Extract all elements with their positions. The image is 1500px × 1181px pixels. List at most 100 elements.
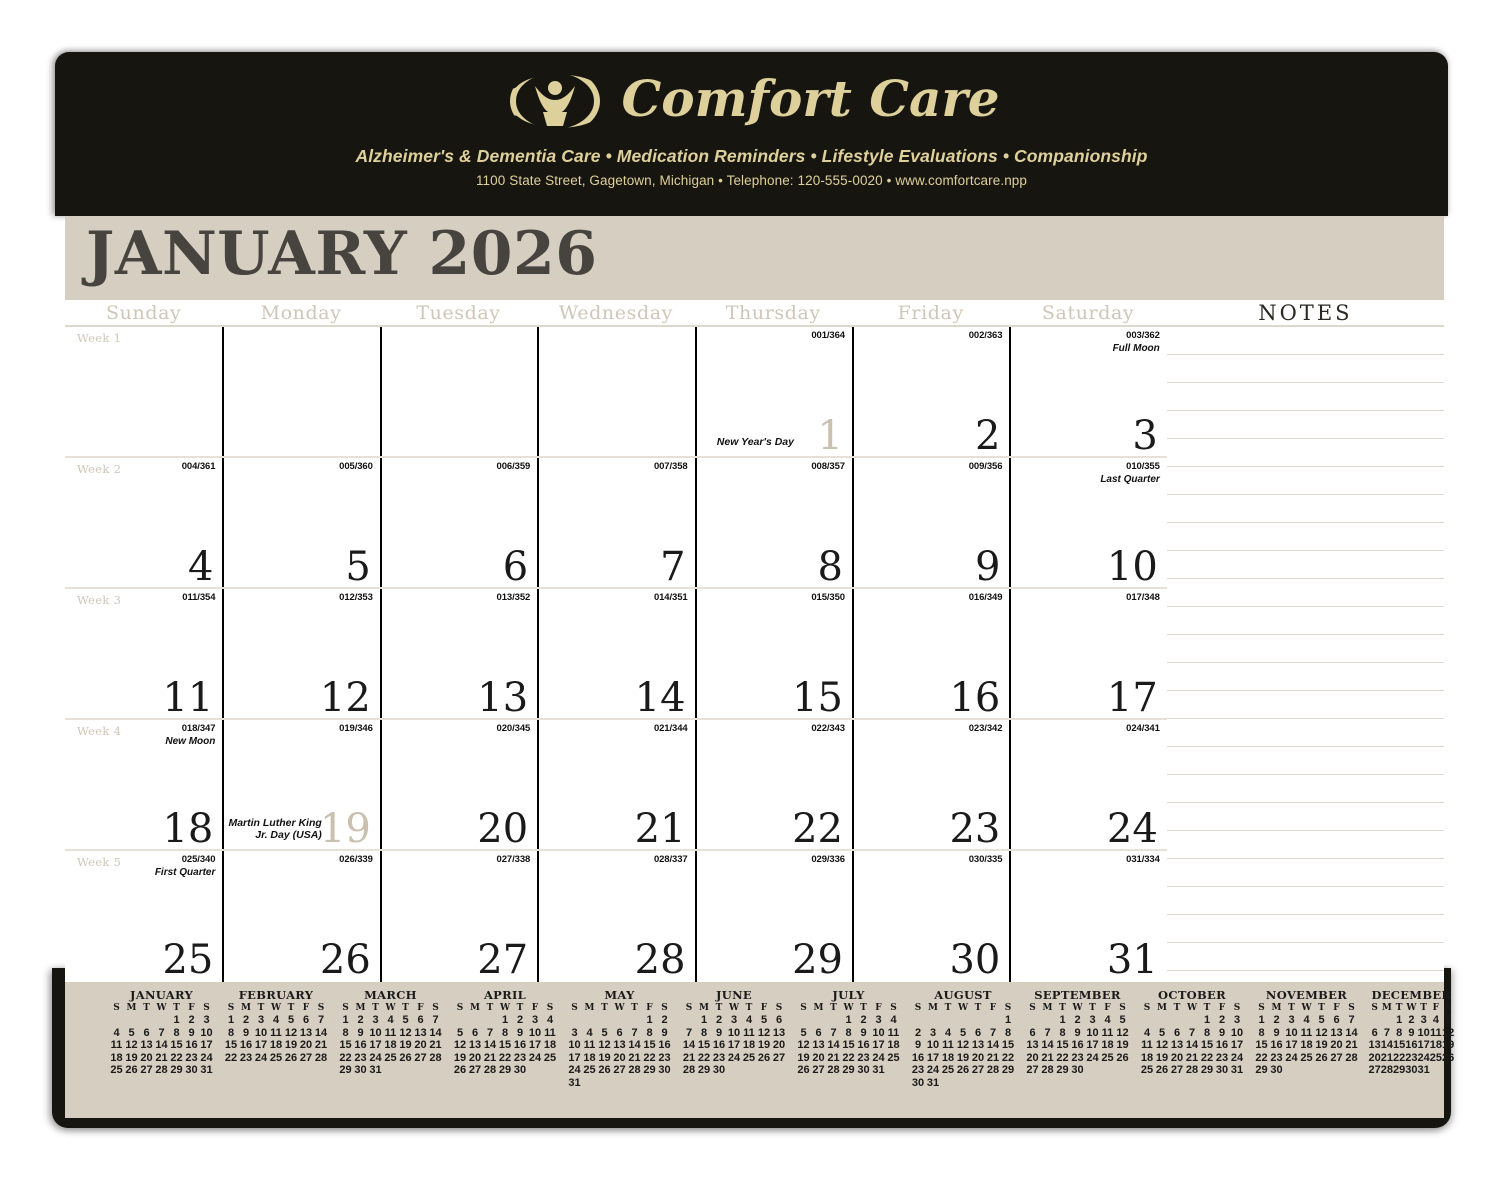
mini-calendar-day: 26: [1315, 1051, 1328, 1064]
day-cell[interactable]: 011/354 11: [65, 589, 222, 720]
tagline-item-0: Alzheimer's & Dementia Care: [355, 146, 601, 166]
day-of-year-label: 011/354: [182, 592, 216, 603]
mini-calendar-dow: T: [715, 1003, 723, 1013]
mini-calendar-day: 11: [1300, 1026, 1313, 1039]
mini-calendar-day: 1: [1258, 1014, 1265, 1026]
mini-calendar-month-name: APRIL: [483, 988, 527, 1002]
mini-calendar-day: 30: [712, 1064, 726, 1076]
mini-calendar-day: [124, 1014, 139, 1027]
mini-calendar-february: FEBRUARY S M T W T F S 1 2 3 4 5 6 7 8 9 10 11 12 13 14 15 16 17…: [224, 988, 329, 1064]
mini-calendar-day: 6: [1371, 1026, 1378, 1039]
day-cell[interactable]: 021/344 21: [537, 720, 694, 851]
day-number: 27: [477, 937, 529, 983]
mini-calendar-day: 13: [1330, 1026, 1343, 1039]
day-cell[interactable]: 024/341 24: [1009, 720, 1166, 851]
day-cell[interactable]: 005/360 5: [222, 458, 379, 589]
day-of-year-label: 023/342: [968, 723, 1003, 734]
mini-calendar-day: 8: [845, 1026, 852, 1039]
mini-calendar-dow: T: [1395, 1003, 1403, 1013]
mini-calendar-day: 15: [697, 1039, 711, 1051]
day-cell[interactable]: 006/359 6: [380, 458, 537, 589]
day-number: 2: [974, 413, 1001, 459]
mini-calendar-day: 10: [568, 1039, 581, 1051]
day-cell[interactable]: 030/335 30: [852, 851, 1009, 982]
mini-calendar-day: [642, 1077, 657, 1090]
day-cell[interactable]: 022/343 22: [695, 720, 852, 851]
week-row: Week 3 011/354 11 012/353 12 013/352 13 014/351…: [65, 589, 1167, 720]
mini-calendar-day: 7: [1383, 1026, 1390, 1039]
mini-calendar-dow: M: [813, 1003, 824, 1013]
day-cell[interactable]: 014/351 14: [537, 589, 694, 720]
day-of-year-label: 015/350: [811, 592, 845, 603]
day-cell[interactable]: 027/338 27: [380, 851, 537, 982]
mini-calendar-day: 16: [658, 1039, 671, 1051]
brand-website[interactable]: www.comfortcare.npp: [895, 173, 1028, 188]
day-number: 20: [477, 806, 529, 852]
mini-calendar-day: 1: [342, 1014, 349, 1026]
mini-calendar-day: 5: [1445, 1014, 1452, 1026]
day-cell[interactable]: 025/340 First Quarter 25: [65, 851, 222, 982]
day-cell[interactable]: 019/346 Martin Luther King Jr. Day (USA) 1…: [222, 720, 379, 851]
mini-calendar-day: 9: [715, 1026, 723, 1039]
day-of-year-label: 016/349: [968, 592, 1003, 603]
day-cell[interactable]: 016/349 16: [852, 589, 1009, 720]
day-cell[interactable]: 017/348 17: [1009, 589, 1166, 720]
mini-calendar-day: 28: [827, 1064, 840, 1076]
mini-calendar-dow: T: [257, 1003, 265, 1013]
day-cell[interactable]: 028/337 28: [537, 851, 694, 982]
mini-calendar-day: 6: [1029, 1026, 1036, 1039]
day-cell[interactable]: 004/361 4: [65, 458, 222, 589]
notes-panel[interactable]: [1167, 327, 1444, 982]
mini-calendar-day: 4: [745, 1014, 753, 1026]
mini-calendar-dow: S: [203, 1003, 210, 1013]
day-cell[interactable]: 008/357 8: [695, 458, 852, 589]
mini-calendar-day: 28: [429, 1051, 442, 1064]
mini-calendar-day: 30: [1405, 1064, 1418, 1076]
mini-calendar-day: [956, 1077, 971, 1090]
mini-calendar-day: 9: [860, 1026, 867, 1039]
mini-calendar-day: 26: [598, 1064, 611, 1076]
calendar-board: Sunday Monday Tuesday Wednesday Thursday Frid…: [65, 300, 1444, 982]
day-cell[interactable]: 001/364 New Year's Day 1: [695, 327, 852, 458]
mini-calendar-dow: M: [241, 1003, 251, 1013]
mini-calendar-day: 17: [1285, 1039, 1298, 1051]
mini-calendar-day: 12: [956, 1039, 970, 1051]
day-cell[interactable]: 009/356 9: [852, 458, 1009, 589]
mini-calendar-day: 3: [730, 1014, 738, 1026]
day-cell[interactable]: 002/363 2: [852, 327, 1009, 458]
day-cell[interactable]: 003/362 Full Moon 3: [1009, 327, 1166, 458]
mini-calendar-day: 9: [357, 1026, 364, 1039]
mini-calendar-dow: S: [890, 1003, 897, 1013]
day-cell[interactable]: 010/355 Last Quarter 10: [1009, 458, 1166, 589]
day-cell[interactable]: 023/342 23: [852, 720, 1009, 851]
day-cell[interactable]: 031/334 31: [1009, 851, 1166, 982]
year-mini-calendar-strip: JANUARY S M T W T F S 1 2 3 4 5 6 7 8 9 10 11 12 13 14 15 16 17 1…: [65, 982, 1454, 1118]
day-number: 3: [1132, 413, 1158, 459]
mini-calendar-day: [582, 1077, 597, 1090]
mini-calendar-day: 27: [971, 1064, 985, 1076]
day-cell[interactable]: 018/347 New Moon 18: [65, 720, 222, 851]
day-of-year-label: 007/358: [653, 461, 688, 472]
day-cell[interactable]: 029/336 29: [695, 851, 852, 982]
day-cell[interactable]: 007/358 7: [537, 458, 694, 589]
mini-calendar-day: 28: [1185, 1064, 1199, 1076]
mini-calendar-day: 28: [314, 1051, 328, 1064]
mini-calendar-day: 2: [188, 1014, 195, 1026]
day-cell[interactable]: 013/352 13: [380, 589, 537, 720]
day-of-year-label: 006/359: [496, 461, 531, 472]
mini-calendar-day: 9: [1218, 1026, 1226, 1039]
mini-calendar-dow: S: [571, 1003, 578, 1013]
day-cell[interactable]: 020/345 20: [380, 720, 537, 851]
mini-calendar-dow: M: [699, 1003, 709, 1013]
mini-calendar-day: 9: [516, 1026, 524, 1039]
day-cell[interactable]: 012/353 12: [222, 589, 379, 720]
day-cell[interactable]: 026/339 26: [222, 851, 379, 982]
mini-calendar-day: 22: [697, 1051, 711, 1064]
mini-calendar-day: 22: [1056, 1051, 1069, 1064]
mini-calendar-dow: F: [188, 1003, 195, 1013]
day-name-header-wednesday: Wednesday: [558, 302, 673, 324]
notes-rule-line: [1167, 578, 1444, 579]
notes-rule-line: [1167, 886, 1444, 887]
mini-calendar-day: 23: [1270, 1051, 1283, 1064]
day-cell[interactable]: 015/350 15: [695, 589, 852, 720]
